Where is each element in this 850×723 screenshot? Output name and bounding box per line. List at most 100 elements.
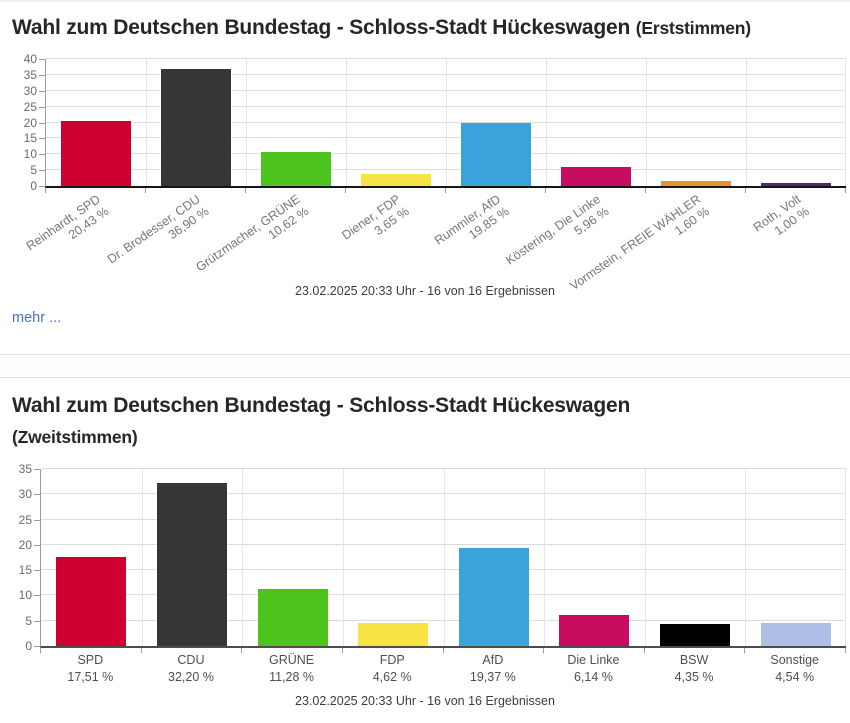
category-percentage: 17,51 %	[67, 670, 114, 684]
x-category-label: Grützmacher, GRÜNE 10,62 %	[194, 192, 312, 287]
zweitstimmen-title: Wahl zum Deutschen Bundestag - Schloss-S…	[12, 394, 630, 448]
bar-SPD	[56, 557, 127, 646]
y-axis-tick	[39, 154, 45, 156]
bar-Sonstige	[760, 623, 831, 646]
y-axis-tick-label: 30	[23, 83, 37, 98]
x-axis-tick	[145, 188, 146, 193]
erststimmen-title-suffix: (Erststimmen)	[635, 18, 751, 38]
bar-GRÜNE	[257, 588, 328, 646]
category-percentage: 11,28 %	[269, 670, 315, 684]
category-percentage: 4,62 %	[372, 670, 412, 684]
vertical-gridline	[242, 469, 244, 646]
x-axis-tick	[845, 188, 846, 193]
vertical-gridline	[644, 469, 646, 646]
vertical-gridline	[845, 59, 846, 186]
x-axis-tick	[745, 188, 746, 193]
y-axis-tick-label: 20	[23, 115, 37, 130]
y-axis-tick	[39, 170, 45, 172]
category-name: GRÜNE	[268, 653, 315, 667]
category-percentage: 32,20 %	[168, 670, 214, 684]
bar-CDU	[156, 483, 227, 646]
y-axis-tick-label: 10	[18, 588, 32, 603]
vertical-gridline	[146, 59, 147, 186]
y-axis-tick	[34, 570, 40, 572]
vertical-gridline	[544, 469, 546, 646]
category-percentage: 4,35 %	[674, 670, 714, 684]
erststimmen-status-text: 23.02.2025 20:33 Uhr - 16 von 16 Ergebni…	[295, 284, 555, 298]
vertical-gridline	[845, 469, 846, 646]
y-axis-tick	[34, 620, 40, 622]
bar-AfD	[458, 548, 529, 646]
x-category-label: FDP 4,62 %	[342, 652, 443, 686]
bar-Köstering, Die Linke	[561, 167, 631, 186]
y-axis-tick-label: 35	[23, 67, 37, 82]
y-axis-tick-label: 40	[23, 52, 37, 66]
y-axis-tick	[39, 122, 45, 124]
y-axis-tick	[39, 186, 45, 187]
x-category-label: Reinhardt, SPD 20,43 %	[24, 192, 112, 266]
y-axis-tick	[34, 469, 40, 470]
x-axis-tick	[345, 188, 346, 193]
y-axis-tick-label: 5	[30, 163, 37, 178]
x-axis-tick	[543, 648, 545, 653]
category-name: CDU	[177, 653, 205, 667]
more-link[interactable]: mehr ...	[12, 310, 62, 326]
y-axis-tick	[34, 544, 40, 546]
bar-Dr. Brodesser, CDU	[161, 68, 231, 186]
plot-area	[45, 58, 846, 188]
x-axis-tick	[341, 648, 343, 653]
erststimmen-card: Wahl zum Deutschen Bundestag - Schloss-S…	[0, 2, 850, 354]
x-axis-tick	[241, 648, 243, 653]
category-name: Sonstige	[770, 653, 820, 667]
y-axis-tick-label: 35	[18, 462, 32, 476]
x-axis-tick	[845, 648, 846, 653]
y-axis-tick	[39, 74, 45, 76]
vertical-gridline	[746, 59, 747, 186]
zweitstimmen-bar-chart: 0 5 10 15 20 25 30 35 SPD 17,51 % CDU 32,20 % GRÜNE 1…	[0, 378, 850, 721]
bar-Reinhardt, SPD	[61, 121, 131, 186]
plot-area	[40, 468, 846, 648]
y-axis-tick	[39, 59, 45, 60]
vertical-gridline	[646, 59, 647, 186]
bar-BSW	[660, 624, 731, 646]
x-category-label: GRÜNE 11,28 %	[241, 652, 342, 686]
x-category-label: Rummler, AfD 19,85 %	[432, 192, 512, 261]
x-axis-tick	[442, 648, 444, 653]
y-axis-tick	[39, 138, 45, 140]
bar-Vormstein, FREIE WÄHLER	[661, 180, 731, 186]
y-axis-tick-label: 0	[30, 179, 37, 193]
zweitstimmen-card: Wahl zum Deutschen Bundestag - Schloss-S…	[0, 378, 850, 721]
y-axis-tick-label: 20	[18, 537, 32, 552]
y-axis-tick-label: 30	[18, 487, 32, 502]
y-axis-tick	[34, 519, 40, 521]
vertical-gridline	[141, 469, 143, 646]
vertical-gridline	[246, 59, 247, 186]
zweitstimmen-title-main: Wahl zum Deutschen Bundestag - Schloss-S…	[12, 394, 631, 417]
vertical-gridline	[346, 59, 347, 186]
vertical-gridline	[446, 59, 447, 186]
zweitstimmen-title-suffix: (Zweitstimmen)	[12, 427, 138, 447]
category-percentage: 19,37 %	[469, 670, 516, 684]
x-axis-tick	[643, 648, 645, 653]
y-axis-tick-label: 15	[18, 563, 32, 578]
y-axis-tick-label: 5	[25, 613, 32, 628]
x-category-label: BSW 4,35 %	[644, 652, 745, 686]
x-axis-tick	[245, 188, 246, 193]
vertical-gridline	[342, 469, 344, 646]
bar-FDP	[358, 622, 429, 646]
category-name: FDP	[379, 653, 405, 667]
x-axis-tick	[45, 188, 46, 193]
section-divider	[0, 354, 850, 378]
x-axis-tick	[645, 188, 646, 193]
x-category-label: Sonstige 4,54 %	[744, 652, 845, 686]
y-axis-tick-label: 10	[23, 147, 37, 162]
category-percentage: 6,14 %	[573, 670, 613, 684]
erststimmen-title: Wahl zum Deutschen Bundestag - Schloss-S…	[12, 16, 751, 40]
y-axis-tick	[34, 646, 40, 647]
bar-Grützmacher, GRÜNE	[261, 152, 331, 186]
erststimmen-title-main: Wahl zum Deutschen Bundestag - Schloss-S…	[12, 16, 631, 39]
vertical-gridline	[546, 59, 547, 186]
bar-Diener, FDP	[361, 174, 431, 186]
y-axis-tick-label: 25	[23, 99, 37, 114]
